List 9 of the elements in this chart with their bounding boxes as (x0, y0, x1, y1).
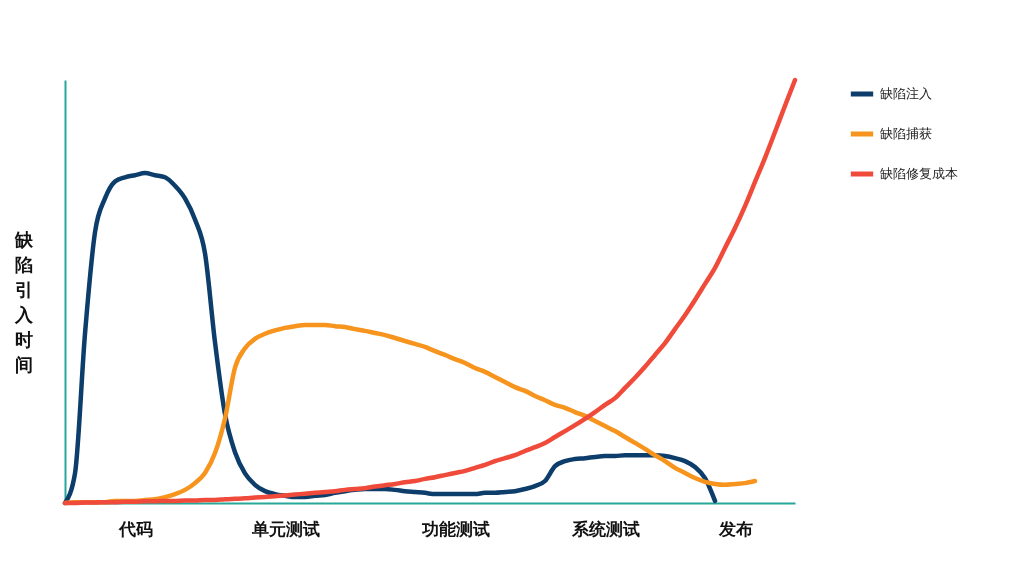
x-tick-label: 系统测试 (570, 518, 640, 539)
x-tick-label: 单元测试 (250, 518, 320, 539)
x-tick-label: 发布 (717, 518, 753, 539)
y-axis-title: 缺陷引入时间 (13, 228, 34, 375)
legend-label: 缺陷注入 (880, 86, 932, 101)
legend-label: 缺陷修复成本 (880, 166, 958, 181)
x-tick-label: 代码 (117, 518, 153, 539)
legend-label: 缺陷捕获 (880, 126, 932, 141)
x-tick-label: 功能测试 (420, 518, 490, 539)
